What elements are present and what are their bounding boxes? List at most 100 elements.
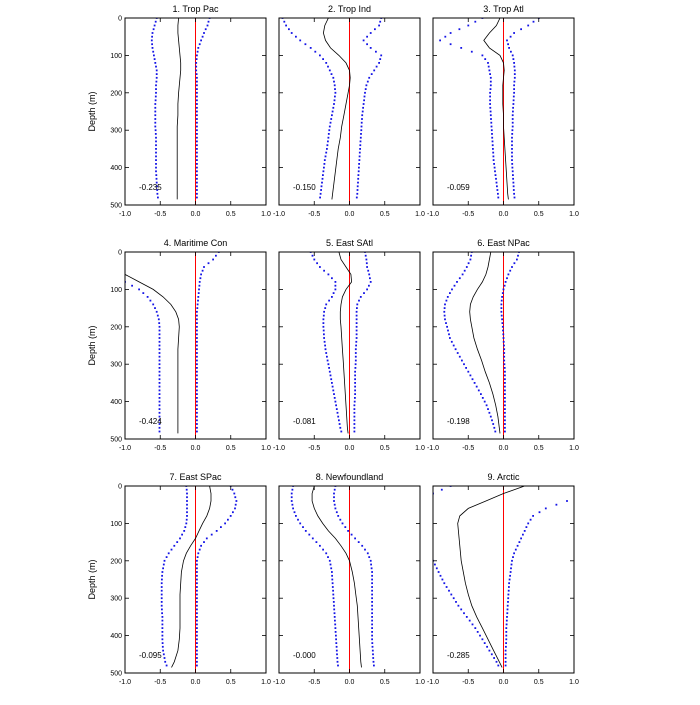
dotted-point bbox=[457, 604, 460, 607]
dotted-point bbox=[507, 597, 510, 600]
panel-data bbox=[290, 486, 375, 668]
dotted-point bbox=[158, 348, 161, 351]
dotted-point bbox=[154, 125, 157, 128]
dotted-point bbox=[487, 65, 490, 68]
dotted-point bbox=[332, 106, 335, 109]
dotted-point bbox=[196, 582, 198, 585]
dotted-point bbox=[215, 530, 218, 532]
dotted-point bbox=[328, 370, 331, 373]
dotted-point bbox=[197, 47, 200, 49]
dotted-point bbox=[508, 582, 510, 585]
x-tick-label: 0.0 bbox=[191, 211, 201, 218]
dotted-point bbox=[509, 35, 512, 38]
dotted-point bbox=[326, 144, 329, 147]
panel-data bbox=[425, 486, 568, 668]
dotted-point bbox=[511, 125, 514, 128]
dotted-point bbox=[196, 185, 198, 188]
dotted-point bbox=[321, 177, 324, 180]
dotted-point bbox=[452, 597, 455, 600]
dotted-point bbox=[371, 593, 373, 596]
dotted-point bbox=[157, 318, 160, 321]
dotted-point bbox=[158, 393, 161, 395]
dotted-point bbox=[494, 170, 496, 173]
dotted-point bbox=[196, 627, 198, 629]
dotted-point bbox=[353, 415, 356, 418]
dotted-point bbox=[480, 393, 482, 395]
panel-annotation-value: -0.285 bbox=[447, 651, 470, 660]
dotted-point bbox=[358, 299, 360, 302]
dotted-point bbox=[444, 303, 446, 306]
dotted-point bbox=[425, 500, 427, 502]
dotted-point bbox=[366, 43, 368, 46]
dotted-point bbox=[359, 148, 361, 150]
dotted-point bbox=[355, 344, 357, 347]
dotted-point bbox=[450, 593, 453, 596]
dotted-point bbox=[334, 507, 337, 510]
dotted-point bbox=[158, 385, 161, 388]
dotted-point bbox=[513, 80, 516, 83]
dotted-point bbox=[322, 322, 325, 324]
dotted-point bbox=[344, 526, 347, 528]
dotted-point bbox=[196, 325, 198, 328]
panel-4: 4. Maritime Con -1.0 -0.5 0.0 0.5 1.0 0 100 200 3… bbox=[54, 238, 271, 452]
dotted-point bbox=[153, 24, 156, 27]
dotted-point bbox=[332, 292, 335, 294]
solid-profile-line bbox=[483, 18, 509, 200]
dotted-point bbox=[324, 348, 327, 351]
dotted-point bbox=[196, 578, 198, 581]
dotted-point bbox=[374, 28, 376, 31]
dotted-point bbox=[425, 508, 427, 510]
dotted-point bbox=[516, 258, 518, 261]
dotted-point bbox=[506, 608, 509, 611]
dotted-point bbox=[364, 91, 366, 94]
dotted-point bbox=[158, 337, 161, 339]
dotted-point bbox=[523, 530, 526, 532]
dotted-point bbox=[425, 511, 427, 513]
dotted-point bbox=[322, 58, 324, 60]
dotted-point bbox=[154, 103, 157, 105]
dotted-point bbox=[322, 318, 325, 321]
x-tick-label: 0.5 bbox=[226, 445, 236, 452]
dotted-point bbox=[197, 292, 200, 294]
dotted-point bbox=[334, 91, 337, 94]
dotted-point bbox=[340, 430, 343, 433]
x-tick-label: -1.0 bbox=[119, 211, 131, 218]
dotted-point bbox=[330, 567, 333, 570]
panel-data bbox=[54, 251, 220, 434]
dotted-point bbox=[196, 408, 198, 410]
dotted-point bbox=[512, 189, 515, 191]
dotted-point bbox=[151, 47, 154, 49]
dotted-point bbox=[324, 155, 327, 158]
dotted-point bbox=[333, 492, 335, 495]
solid-profile-line bbox=[311, 486, 362, 668]
dotted-point bbox=[354, 393, 356, 395]
dotted-point bbox=[439, 574, 442, 577]
dotted-point bbox=[156, 185, 158, 188]
y-tick-label: 300 bbox=[110, 128, 122, 135]
dotted-point bbox=[503, 367, 506, 369]
panel-data bbox=[309, 252, 372, 434]
dotted-point bbox=[371, 616, 373, 618]
dotted-point bbox=[196, 571, 198, 573]
dotted-point bbox=[158, 344, 161, 347]
dotted-point bbox=[334, 284, 337, 287]
dotted-point bbox=[489, 84, 492, 87]
dotted-point bbox=[435, 567, 438, 570]
dotted-point bbox=[456, 352, 459, 354]
dotted-point bbox=[54, 251, 56, 253]
dotted-point bbox=[334, 623, 337, 626]
dotted-point bbox=[353, 400, 356, 403]
x-tick-label: -0.5 bbox=[154, 445, 166, 452]
dotted-point bbox=[196, 189, 198, 191]
dotted-point bbox=[504, 649, 507, 652]
dotted-point bbox=[504, 653, 507, 656]
dotted-point bbox=[465, 616, 468, 618]
dotted-point bbox=[529, 518, 532, 521]
dotted-point bbox=[196, 314, 198, 317]
dotted-point bbox=[154, 133, 157, 135]
dotted-point bbox=[511, 155, 513, 158]
dotted-point bbox=[196, 95, 198, 98]
panel-6: 6. East NPac -1.0 -0.5 0.0 0.5 1.0 -0.198 bbox=[427, 238, 579, 452]
dotted-point bbox=[425, 534, 427, 536]
